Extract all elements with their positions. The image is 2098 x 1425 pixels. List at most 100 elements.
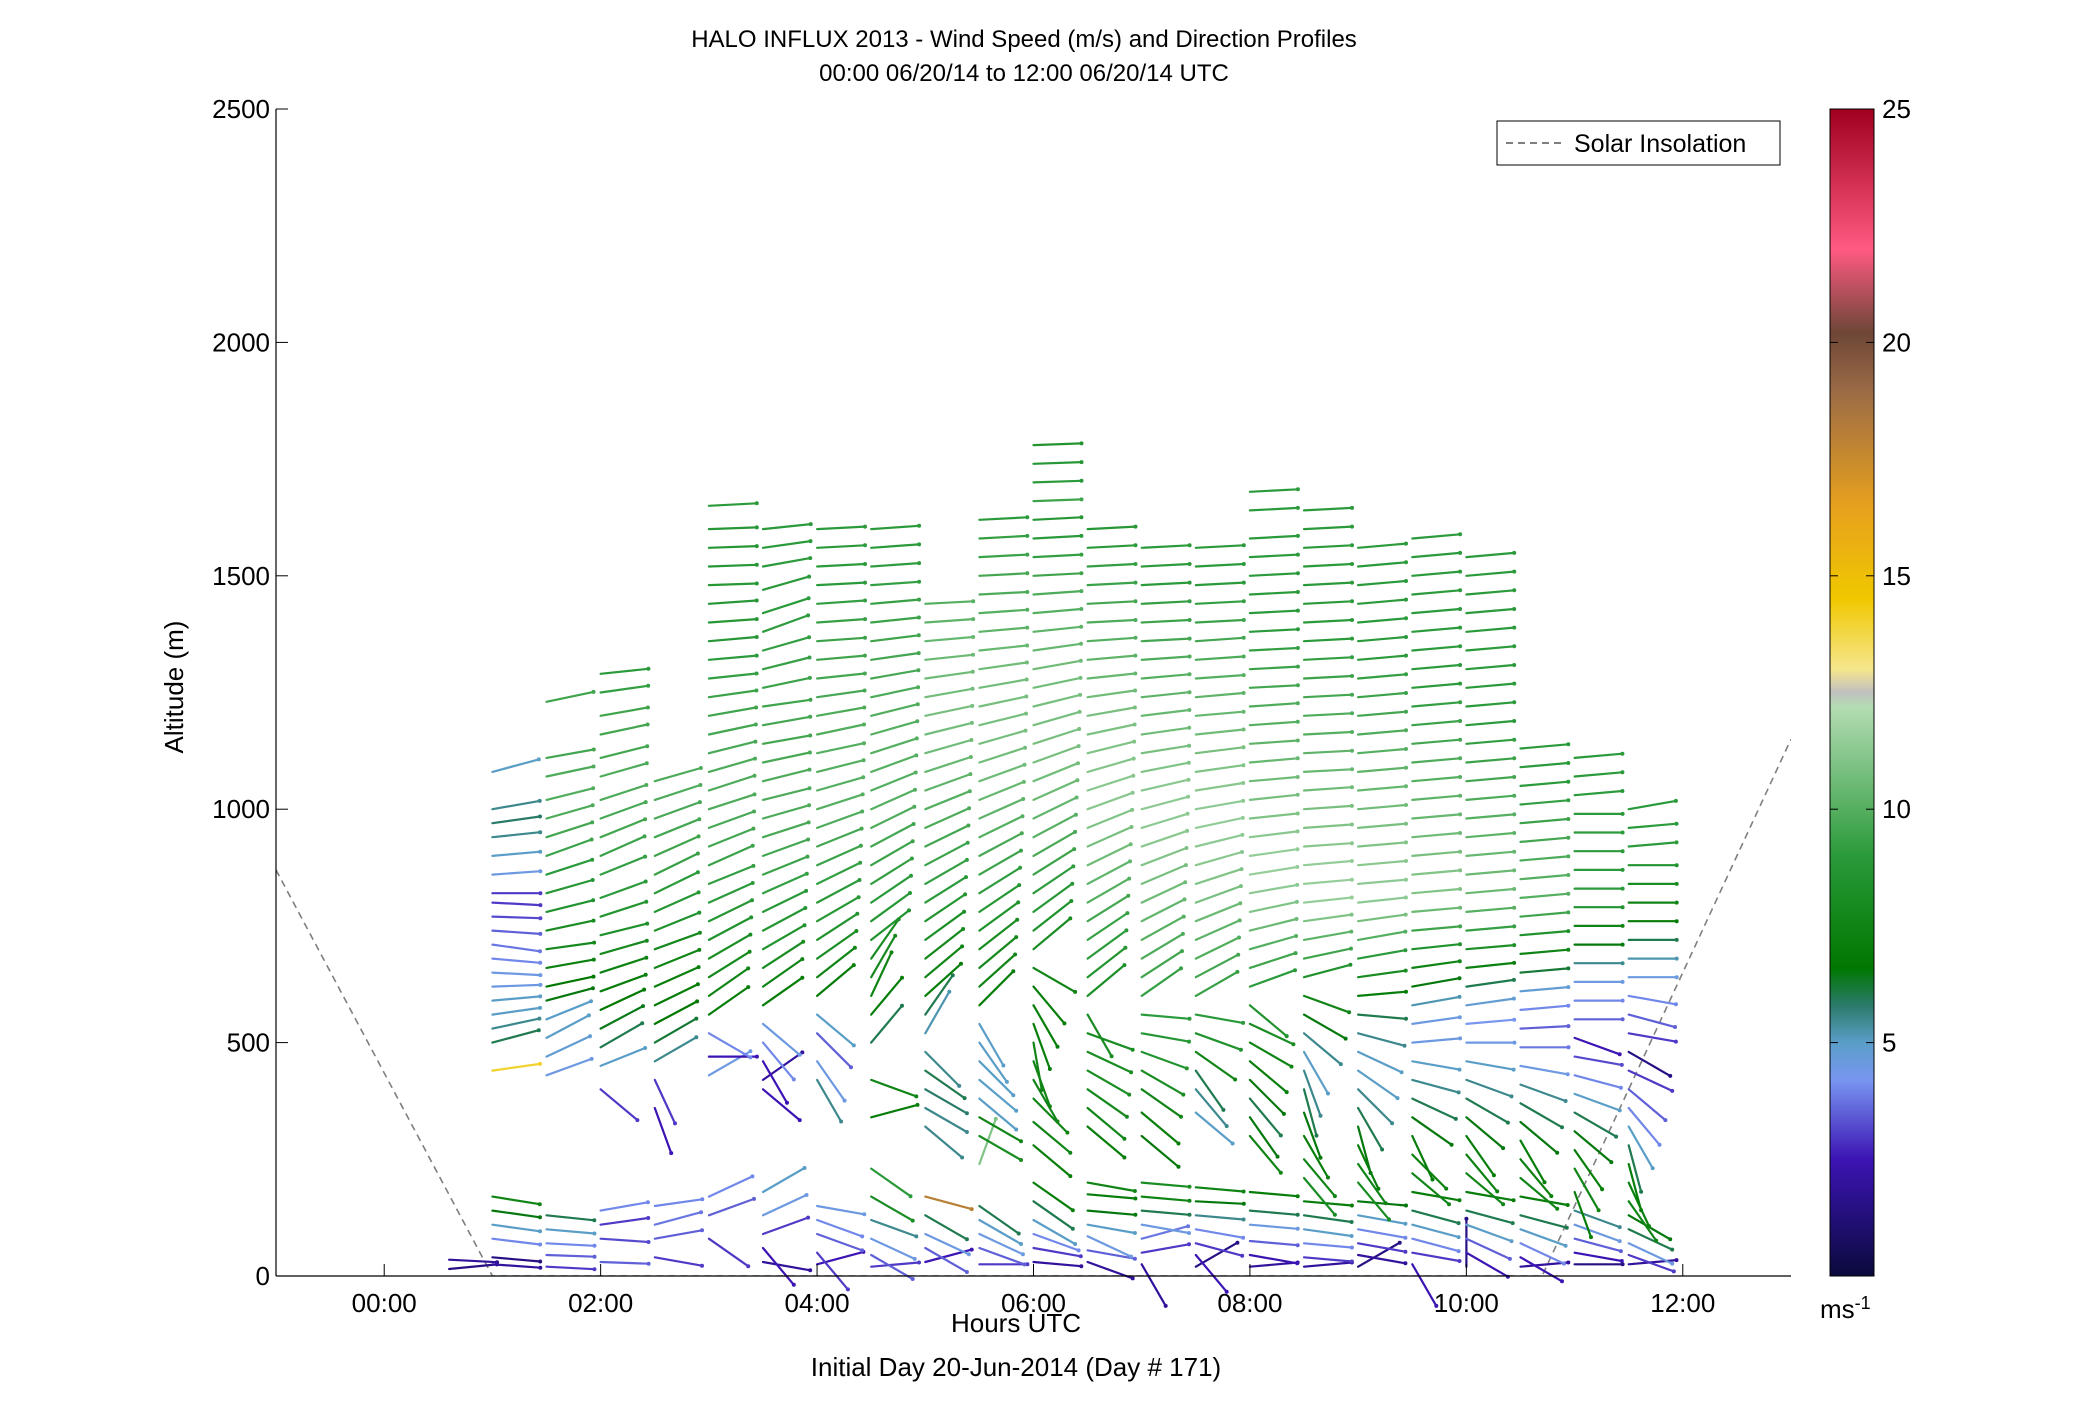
wind-vector-head bbox=[1670, 1261, 1675, 1266]
wind-vector-head bbox=[1065, 1130, 1070, 1135]
wind-vector bbox=[599, 1046, 647, 1068]
wind-vector-head bbox=[748, 1055, 753, 1060]
wind-vector bbox=[1302, 600, 1354, 605]
wind-vector-head bbox=[1563, 1099, 1568, 1103]
wind-vector bbox=[1140, 726, 1191, 736]
wind-vector bbox=[1356, 859, 1408, 867]
wind-vector bbox=[707, 881, 754, 904]
colorbar-tick-label: 15 bbox=[1882, 561, 1911, 591]
wind-vector-head bbox=[1072, 847, 1077, 852]
wind-vector-head bbox=[1079, 497, 1084, 502]
wind-vector-head bbox=[960, 944, 965, 949]
wind-vector-head bbox=[700, 1197, 705, 1202]
wind-vector-head bbox=[1073, 1242, 1078, 1246]
wind-vector bbox=[1356, 617, 1408, 624]
wind-vector bbox=[653, 1198, 704, 1208]
wind-vector bbox=[924, 1232, 970, 1256]
wind-vector bbox=[1356, 673, 1408, 680]
wind-vector bbox=[978, 516, 1029, 521]
wind-vector-head bbox=[1350, 636, 1354, 641]
wind-vector bbox=[924, 990, 951, 1035]
wind-vector-head bbox=[1617, 1225, 1622, 1230]
wind-vector-head bbox=[971, 652, 975, 657]
wind-vector-head bbox=[963, 892, 968, 897]
wind-vector bbox=[491, 1017, 541, 1030]
wind-vector bbox=[1248, 848, 1299, 858]
wind-vector-head bbox=[591, 764, 596, 769]
wind-vector bbox=[1248, 934, 1298, 951]
wind-vector-head bbox=[538, 994, 543, 999]
wind-vector-head bbox=[1069, 899, 1074, 903]
wind-vector-head bbox=[910, 1277, 915, 1281]
wind-vector bbox=[1519, 1214, 1568, 1229]
wind-vector bbox=[761, 715, 812, 727]
wind-vector-head bbox=[863, 635, 867, 640]
wind-vector-head bbox=[1295, 701, 1300, 706]
wind-vector bbox=[1627, 1125, 1654, 1170]
wind-vector-head bbox=[1132, 722, 1137, 727]
wind-vector-head bbox=[1620, 961, 1625, 966]
wind-vector-head bbox=[1509, 1239, 1514, 1244]
wind-vector-head bbox=[1314, 1133, 1319, 1138]
wind-vector-head bbox=[915, 702, 920, 707]
wind-vector bbox=[978, 866, 1022, 895]
wind-vector bbox=[653, 948, 701, 970]
wind-vector bbox=[1465, 775, 1516, 783]
wind-vector-head bbox=[1079, 624, 1084, 629]
wind-vector bbox=[815, 946, 857, 979]
wind-vector-head bbox=[1456, 1090, 1461, 1095]
wind-vector-head bbox=[1295, 627, 1300, 632]
wind-vector-head bbox=[862, 1212, 867, 1217]
wind-vector-head bbox=[915, 719, 920, 724]
wind-vector-head bbox=[914, 1234, 919, 1239]
wind-vector bbox=[924, 807, 971, 830]
wind-vector-head bbox=[1458, 849, 1463, 854]
wind-vector bbox=[1248, 775, 1299, 783]
wind-vector bbox=[653, 1106, 673, 1155]
wind-vector-head bbox=[590, 986, 595, 991]
wind-vector bbox=[1627, 1069, 1674, 1093]
wind-vector bbox=[1627, 1200, 1658, 1242]
wind-vector bbox=[491, 758, 540, 774]
wind-vector-head bbox=[1187, 1242, 1191, 1247]
wind-vector bbox=[1519, 1256, 1564, 1283]
wind-vector bbox=[761, 556, 812, 568]
wind-vector-head bbox=[1674, 881, 1679, 886]
wind-vector-head bbox=[1295, 487, 1300, 492]
wind-vector-head bbox=[860, 809, 865, 814]
wind-vector-head bbox=[1566, 873, 1571, 877]
wind-vector bbox=[1140, 600, 1191, 605]
wind-vector bbox=[1248, 665, 1300, 671]
wind-vector-head bbox=[1404, 691, 1408, 695]
wind-vector-head bbox=[1512, 775, 1517, 779]
wind-vector bbox=[1411, 995, 1461, 1007]
wind-vector-head bbox=[1510, 1221, 1515, 1226]
wind-vector-head bbox=[1349, 912, 1354, 917]
y-tick-label: 0 bbox=[256, 1261, 270, 1291]
wind-vector bbox=[1411, 757, 1462, 764]
wind-vector-head bbox=[851, 963, 856, 968]
wind-vector bbox=[1411, 719, 1462, 727]
wind-vector-head bbox=[1233, 1077, 1238, 1082]
wind-vector bbox=[707, 757, 757, 774]
wind-vector-head bbox=[806, 613, 811, 618]
wind-vector-head bbox=[1566, 929, 1571, 934]
wind-vector bbox=[924, 670, 974, 680]
wind-vector-head bbox=[644, 899, 649, 904]
wind-vector bbox=[761, 1260, 812, 1272]
wind-vector bbox=[924, 635, 975, 643]
wind-vector bbox=[870, 909, 911, 942]
wind-vector-head bbox=[1332, 1212, 1337, 1217]
wind-vector-head bbox=[909, 873, 913, 878]
wind-vector bbox=[1465, 738, 1516, 745]
wind-vector bbox=[491, 1195, 541, 1206]
wind-vector bbox=[761, 976, 804, 1007]
wind-vector bbox=[599, 973, 647, 993]
wind-vector bbox=[545, 748, 595, 760]
wind-vector bbox=[1519, 892, 1570, 900]
wind-vector-head bbox=[1501, 1146, 1506, 1151]
wind-vector-head bbox=[1620, 942, 1625, 947]
wind-vector-head bbox=[862, 741, 866, 746]
wind-vector bbox=[1032, 1246, 1082, 1258]
wind-vector bbox=[870, 918, 900, 960]
